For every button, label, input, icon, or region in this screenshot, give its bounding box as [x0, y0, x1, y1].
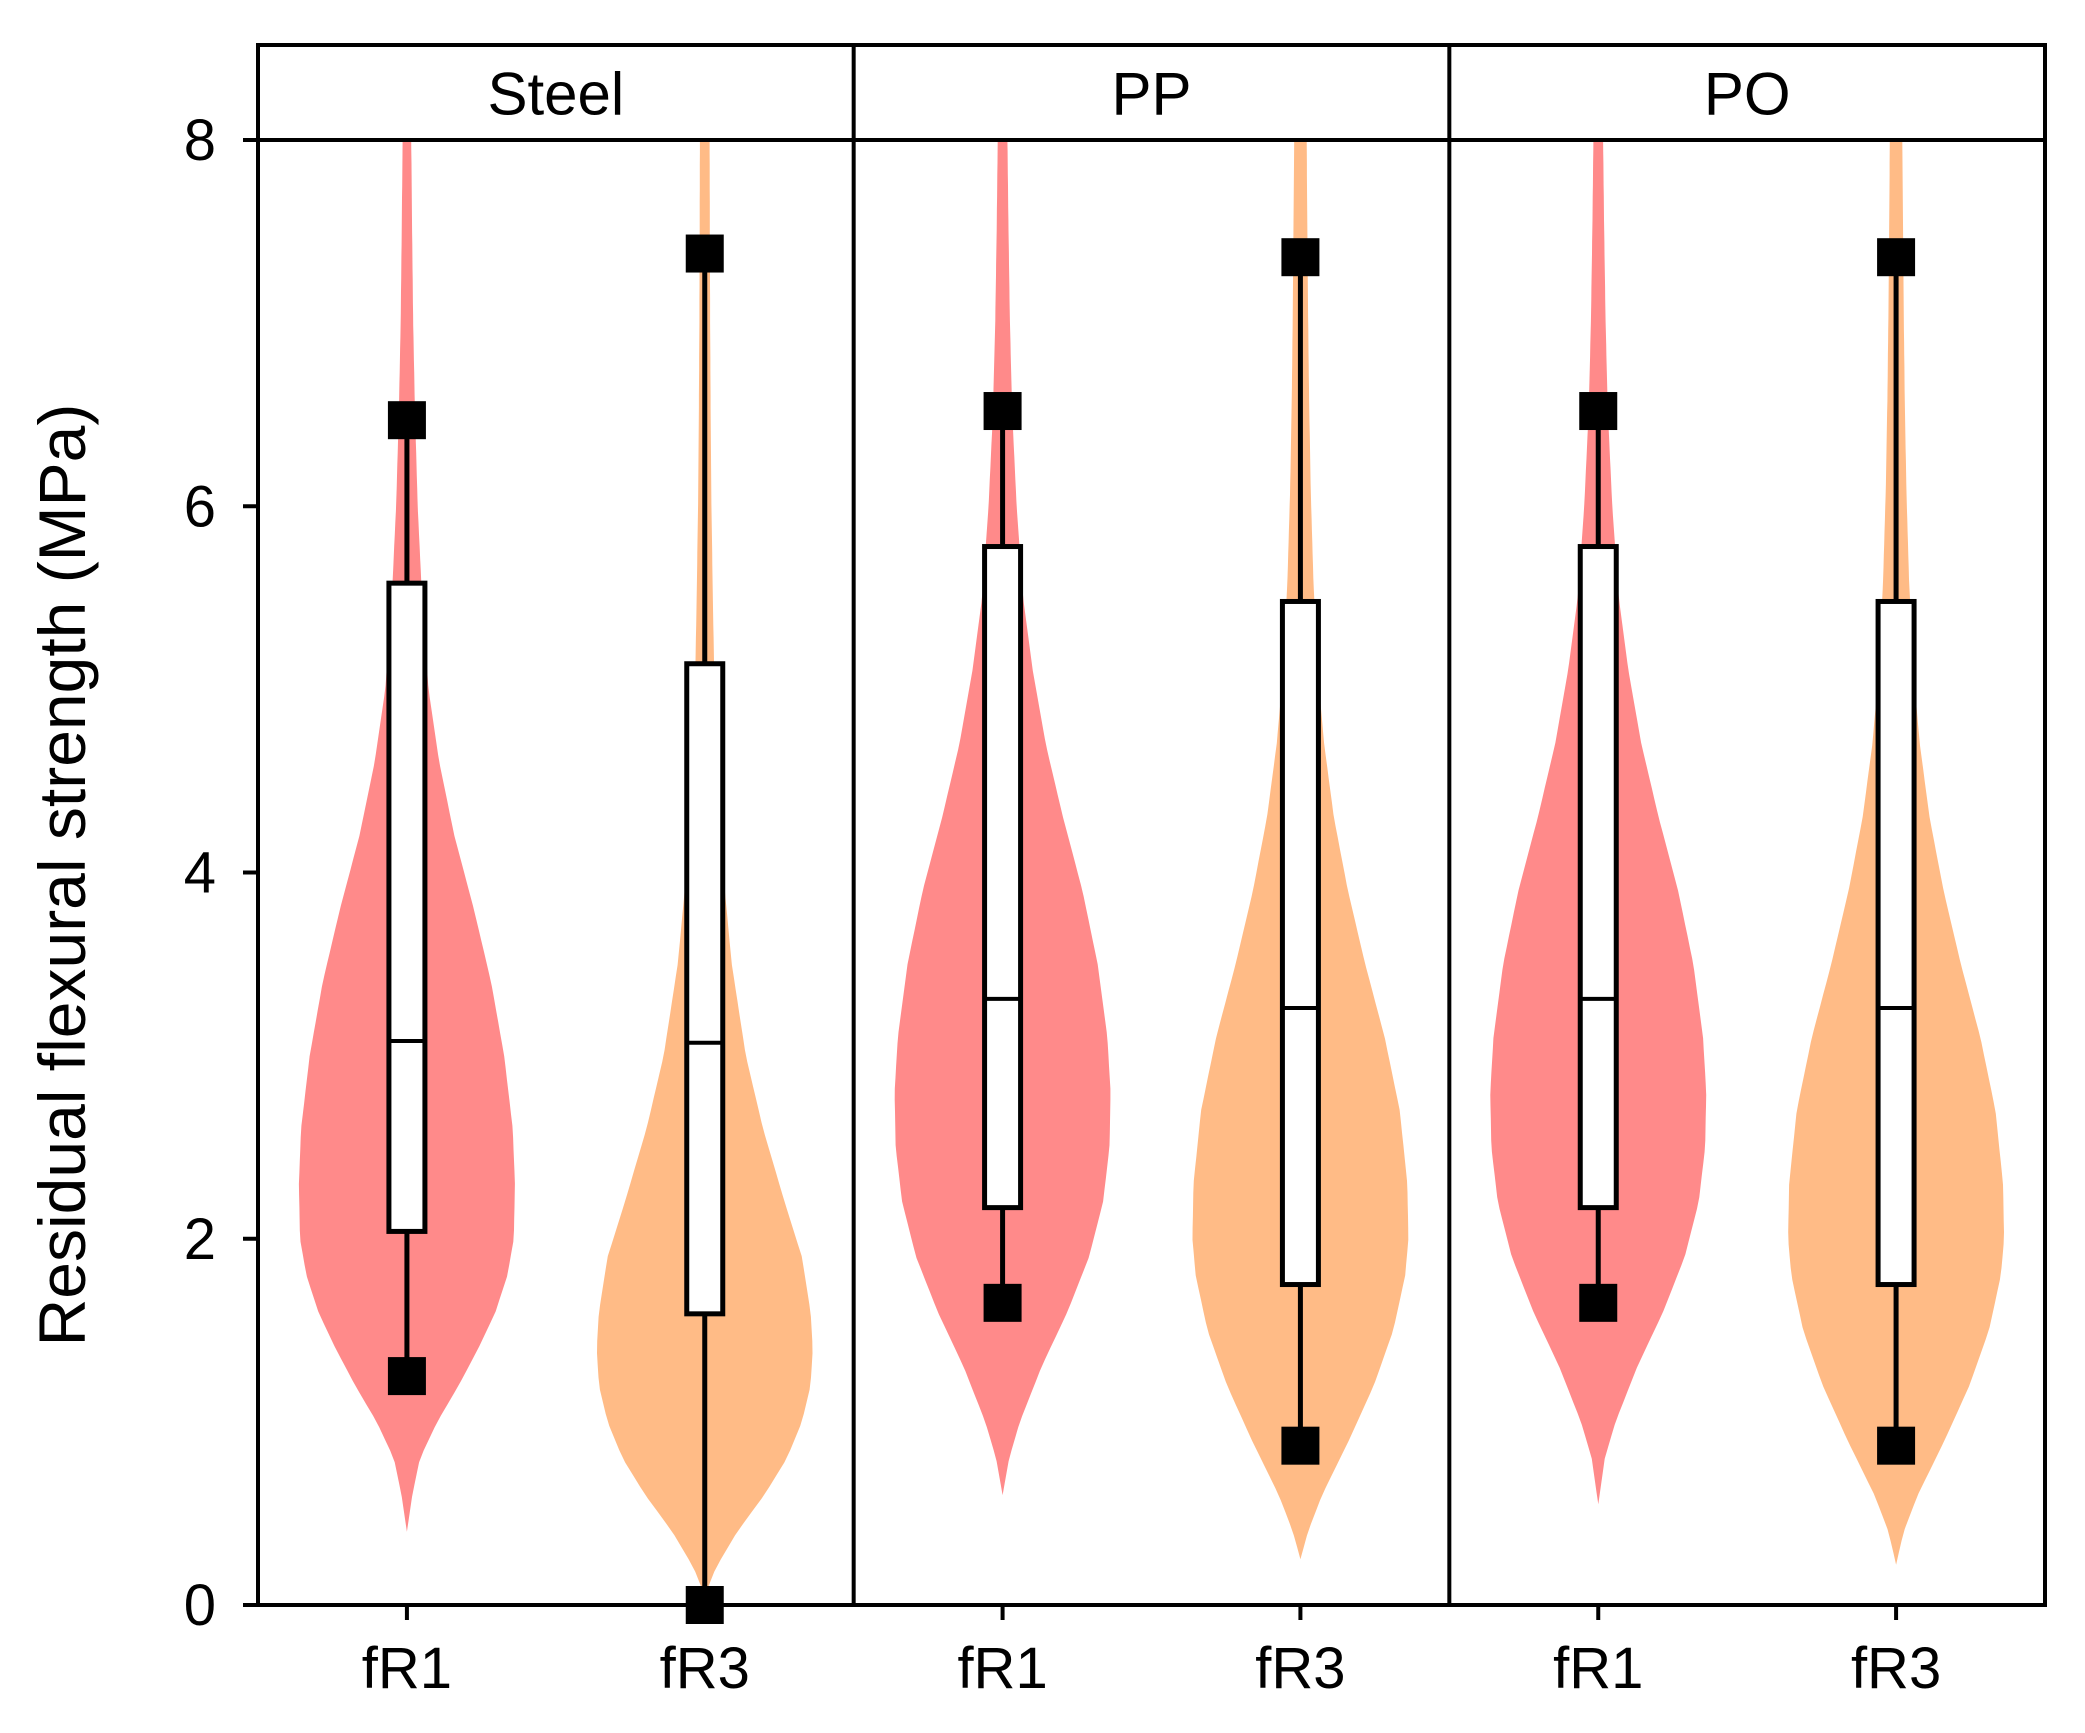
max-marker	[1877, 238, 1916, 277]
x-tick-label: fR3	[1255, 1636, 1345, 1701]
boxplot-layer	[386, 234, 1917, 1624]
min-marker	[1281, 1426, 1320, 1465]
box-iqr	[1577, 544, 1619, 1211]
panel-title: PO	[1704, 61, 1791, 128]
x-tick-label: fR1	[1553, 1636, 1643, 1701]
x-tick-label: fR3	[660, 1636, 750, 1701]
min-marker	[1877, 1426, 1916, 1465]
y-tick-label: 8	[184, 108, 216, 173]
min-marker	[983, 1283, 1022, 1322]
plot-frame	[256, 138, 2047, 1607]
box-iqr	[1279, 598, 1321, 1288]
min-marker	[387, 1357, 426, 1396]
x-axis: fR1 fR3 fR1 fR3 fR1 fR3	[362, 1605, 1941, 1701]
y-tick-label: 0	[184, 1573, 216, 1638]
y-axis-label: Residual flexural strength (MPa)	[25, 404, 99, 1347]
panel-frames: Steel PP PO	[256, 43, 2047, 1607]
panel-title: PP	[1111, 61, 1191, 128]
y-tick-label: 4	[184, 841, 216, 906]
y-tick-label: 6	[184, 474, 216, 539]
max-marker	[1281, 238, 1320, 277]
box-iqr	[1875, 598, 1917, 1288]
x-tick-label: fR1	[957, 1636, 1047, 1701]
max-marker	[983, 392, 1022, 431]
box-iqr	[684, 661, 726, 1317]
max-marker	[1579, 392, 1618, 431]
x-tick-label: fR3	[1851, 1636, 1941, 1701]
x-tick-label: fR1	[362, 1636, 452, 1701]
violin-layer	[298, 140, 2004, 1596]
panel-title: Steel	[487, 61, 624, 128]
min-marker	[1579, 1283, 1618, 1322]
y-axis: 0 2 4 6 8	[184, 108, 258, 1638]
max-marker	[387, 401, 426, 440]
y-tick-label: 2	[184, 1207, 216, 1272]
box-iqr	[386, 580, 428, 1234]
max-marker	[685, 234, 724, 273]
box-iqr	[982, 544, 1024, 1211]
